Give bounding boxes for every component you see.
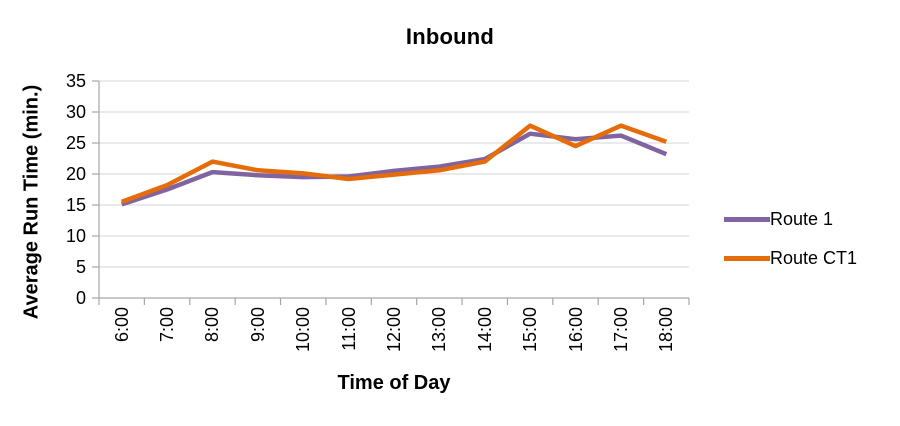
y-tick-label: 35 xyxy=(65,71,86,91)
y-tick-label: 15 xyxy=(65,195,86,215)
x-tick-label: 17:00 xyxy=(610,307,631,353)
y-tick-label: 0 xyxy=(75,288,86,308)
y-tick-label: 20 xyxy=(65,164,86,184)
series-line-route-1 xyxy=(120,131,668,207)
x-tick-label: 12:00 xyxy=(384,307,404,353)
legend-label: Route CT1 xyxy=(770,248,858,268)
x-tick-label: 11:00 xyxy=(338,307,359,351)
x-tick-label: 14:00 xyxy=(474,307,495,353)
x-axis-title: Time of Day xyxy=(337,372,451,394)
legend-line-swatch xyxy=(724,256,770,261)
legend-line-swatch xyxy=(724,217,770,222)
x-tick-label: 10:00 xyxy=(293,307,314,353)
legend: Route 1 Route CT1 xyxy=(724,210,857,288)
x-tick-label: 13:00 xyxy=(429,307,450,353)
x-tick-label: 8:00 xyxy=(202,307,223,343)
legend-label: Route 1 xyxy=(770,209,834,229)
y-tick-label: 10 xyxy=(65,226,86,246)
chart-title: Inbound xyxy=(405,24,495,49)
x-tick-label: 16:00 xyxy=(565,307,586,353)
y-tick-label: 5 xyxy=(75,257,86,277)
y-tick-label: 25 xyxy=(65,133,86,153)
x-tick-label: 15:00 xyxy=(520,307,541,353)
legend-item-route-ct1: Route CT1 xyxy=(724,249,857,268)
x-tick-label: 9:00 xyxy=(247,307,268,343)
legend-item-route-1: Route 1 xyxy=(724,210,857,229)
y-tick-label: 30 xyxy=(65,102,86,122)
x-tick-label: 7:00 xyxy=(157,307,178,343)
series-line-route-ct1 xyxy=(120,123,668,205)
x-tick-label: 18:00 xyxy=(656,307,677,353)
x-tick-label: 6:00 xyxy=(111,307,132,343)
